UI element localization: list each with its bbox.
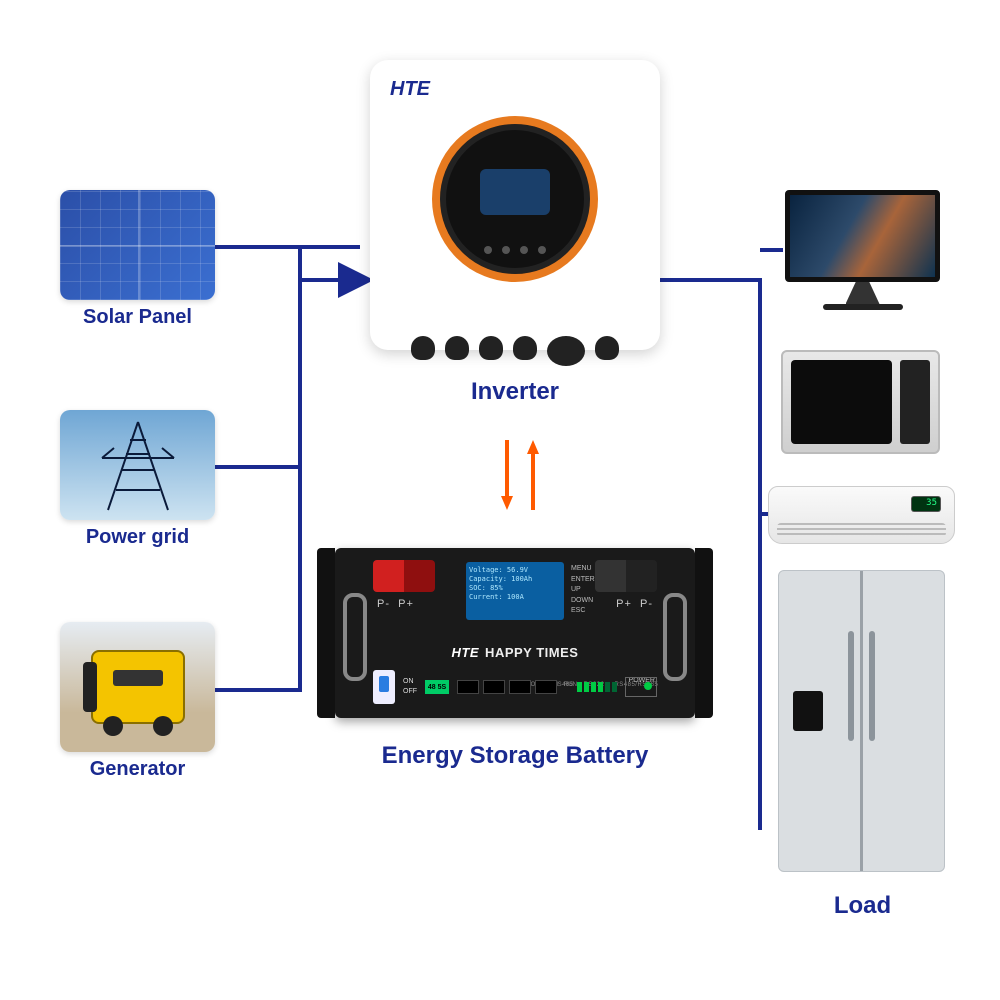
battery-menu: MENU ENTER UP DOWN ESC xyxy=(571,564,595,617)
load-monitor xyxy=(785,190,940,310)
battery-brand: HTE HAPPY TIMES xyxy=(452,645,579,660)
solar-label: Solar Panel xyxy=(60,306,215,329)
inverter-dial xyxy=(432,116,598,282)
inverter-lcd xyxy=(480,169,550,215)
battery-power-button xyxy=(625,677,657,697)
inverter-node: HTE xyxy=(370,60,660,350)
battery-label: Energy Storage Battery xyxy=(320,742,710,770)
load-fridge xyxy=(778,570,945,872)
solar-panel-node xyxy=(60,190,215,300)
inverter-connectors xyxy=(370,336,660,366)
battery-ports xyxy=(457,680,557,694)
load-microwave xyxy=(781,350,940,454)
generator-node xyxy=(60,622,215,752)
inverter-label: Inverter xyxy=(370,378,660,406)
battery-soc-leds xyxy=(577,682,617,692)
battery-breaker xyxy=(373,670,395,704)
load-air-conditioner xyxy=(768,486,955,544)
power-grid-node xyxy=(60,410,215,520)
battery-terminal-red xyxy=(373,560,435,592)
grid-label: Power grid xyxy=(60,526,215,549)
battery-node: P- P+ P+ P- Voltage: 56.9V Capacity: 100… xyxy=(335,548,695,718)
generator-label: Generator xyxy=(60,758,215,781)
inverter-logo: HTE xyxy=(390,78,430,101)
load-label: Load xyxy=(785,892,940,920)
bidirectional-arrows-icon xyxy=(498,440,542,510)
battery-terminal-black xyxy=(595,560,657,592)
battery-lcd: Voltage: 56.9V Capacity: 100Ah SOC: 85% … xyxy=(466,562,564,620)
